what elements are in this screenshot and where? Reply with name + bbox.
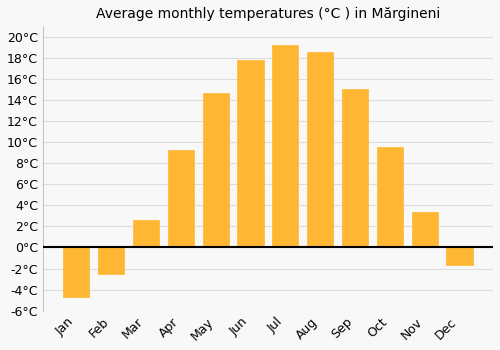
Bar [238, 60, 264, 247]
Bar [307, 51, 333, 247]
Bar [98, 247, 124, 274]
Bar [446, 247, 472, 265]
Title: Average monthly temperatures (°C ) in Mărgineni: Average monthly temperatures (°C ) in Mă… [96, 7, 440, 21]
Bar [272, 45, 298, 247]
Bar [168, 149, 194, 247]
Bar [64, 247, 90, 297]
Bar [133, 220, 159, 247]
Bar [377, 147, 403, 247]
Bar [202, 93, 228, 247]
Bar [412, 212, 438, 247]
Bar [342, 90, 368, 247]
